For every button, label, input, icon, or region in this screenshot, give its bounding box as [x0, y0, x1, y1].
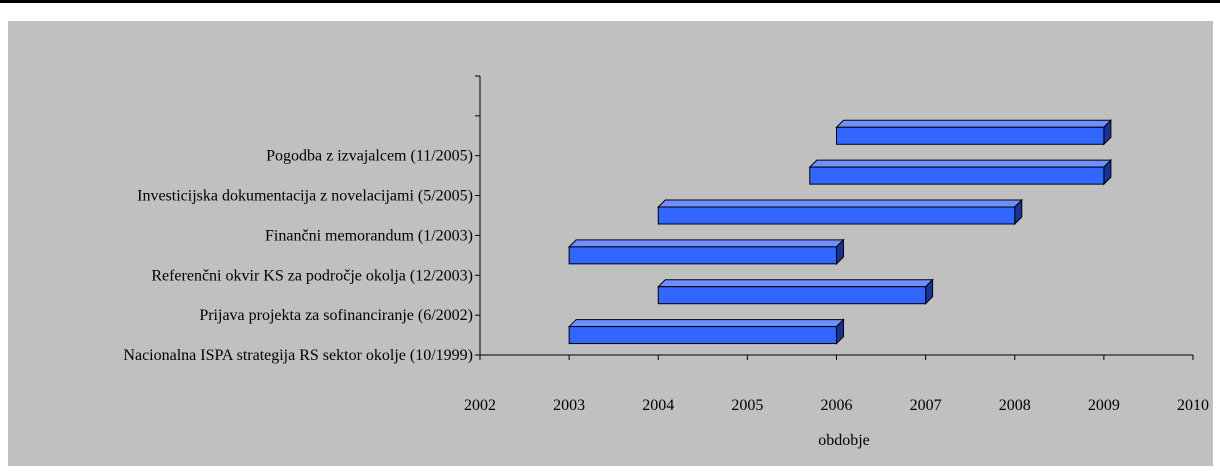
x-tick-label: 2008 — [999, 397, 1031, 414]
x-tick-label: 2006 — [821, 397, 853, 414]
bar-top-face — [835, 119, 1113, 128]
category-label: Prijava projekta za sofinanciranje (6/20… — [199, 307, 473, 324]
x-tick-label: 2009 — [1088, 397, 1120, 414]
bar-front-face — [657, 286, 927, 305]
bars — [567, 119, 1113, 345]
bar — [567, 238, 845, 266]
bar-top-face — [657, 279, 934, 288]
category-label: Pogodba z izvajalcem (11/2005) — [266, 148, 473, 165]
category-label: Nacionalna ISPA strategija RS sektor oko… — [123, 347, 473, 364]
x-tick-label: 2005 — [731, 397, 763, 414]
x-axis-label: obdobje — [818, 432, 870, 449]
category-label: Investicijska dokumentacija z novelacija… — [137, 188, 473, 205]
x-tick-label: 2007 — [910, 397, 942, 414]
category-labels: Nacionalna ISPA strategija RS sektor oko… — [123, 148, 473, 364]
bar-top-face — [808, 159, 1113, 168]
bar — [657, 278, 934, 305]
bar-top-face — [567, 239, 845, 248]
bar — [657, 198, 1023, 226]
category-label: Finančni memorandum (1/2003) — [265, 227, 473, 244]
category-label: Referenčni okvir KS za področje okolja (… — [151, 267, 473, 284]
x-tick-label: 2002 — [464, 397, 496, 414]
bar-front-face — [568, 246, 837, 265]
bar — [835, 119, 1113, 146]
bar-front-face — [809, 166, 1105, 185]
x-tick-label: 2004 — [642, 397, 674, 414]
bar-top-face — [657, 199, 1023, 208]
bar — [808, 158, 1113, 186]
top-rule — [0, 0, 1220, 3]
bar — [567, 318, 845, 345]
bar-front-face — [568, 326, 837, 345]
x-tick-label: 2003 — [553, 397, 585, 414]
bar-top-face — [567, 319, 845, 328]
bar-front-face — [657, 206, 1016, 225]
x-tick-labels: 2002 2003 2004 2005 2006 2007 2008 2009 2010 — [464, 397, 1209, 414]
bar-front-face — [836, 126, 1105, 145]
axes — [475, 75, 1194, 360]
x-tick-label: 2010 — [1177, 397, 1209, 414]
